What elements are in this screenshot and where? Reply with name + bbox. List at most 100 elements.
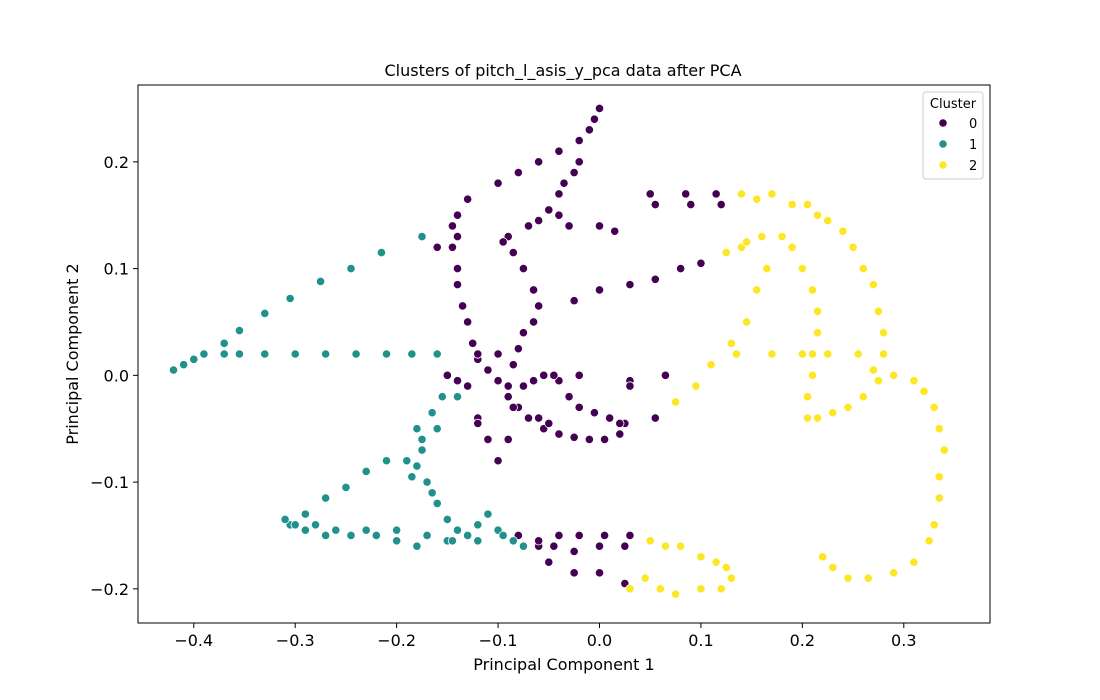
data-point	[447, 536, 458, 546]
data-point	[463, 381, 473, 391]
data-point	[554, 210, 564, 220]
data-point	[777, 231, 787, 242]
data-point	[351, 349, 361, 359]
x-axis: −0.4 −0.3 −0.2 −0.1 0.0 0.1 0.2 0.3	[174, 623, 917, 650]
x-tick-label: −0.4	[174, 631, 213, 650]
y-axis-label: Principal Component 2	[63, 263, 82, 444]
data-point	[797, 264, 807, 274]
data-point	[574, 530, 584, 541]
data-point	[361, 466, 371, 477]
plot-area	[137, 84, 991, 624]
data-point	[706, 360, 716, 370]
data-point	[534, 536, 544, 546]
data-point	[518, 264, 529, 274]
legend-label: 0	[969, 117, 977, 132]
data-point	[752, 194, 762, 204]
data-point	[843, 402, 853, 412]
data-point	[412, 461, 422, 471]
data-point	[412, 541, 422, 551]
data-point	[427, 408, 437, 418]
data-point	[310, 520, 321, 530]
x-tick-label: 0.2	[790, 631, 815, 650]
legend-marker	[938, 160, 948, 170]
series-2	[625, 189, 949, 599]
data-point	[802, 413, 813, 423]
data-point	[828, 562, 838, 573]
data-point	[807, 349, 818, 359]
data-point	[564, 221, 574, 231]
data-point	[645, 536, 655, 546]
y-tick-label: 0.0	[104, 366, 129, 385]
data-point	[381, 456, 392, 466]
data-point	[554, 530, 564, 541]
data-point	[574, 157, 584, 167]
data-point	[331, 525, 341, 535]
data-point	[346, 264, 356, 274]
legend-label: 2	[969, 159, 977, 174]
data-point	[199, 349, 209, 359]
data-point	[280, 514, 290, 525]
data-point	[463, 530, 473, 541]
data-point	[452, 264, 463, 274]
data-point	[873, 376, 884, 386]
legend-label: 1	[969, 138, 977, 153]
data-point	[939, 445, 949, 455]
data-point	[412, 424, 422, 434]
x-tick-label: 0.3	[891, 631, 916, 650]
data-point	[787, 199, 797, 210]
data-point	[528, 317, 539, 327]
data-point	[797, 349, 807, 359]
data-point	[660, 370, 671, 380]
data-point	[752, 285, 762, 295]
data-point	[721, 562, 731, 573]
data-point	[605, 413, 615, 423]
data-point	[762, 264, 772, 274]
data-point	[909, 376, 919, 386]
data-point	[503, 381, 513, 391]
data-point	[376, 247, 387, 258]
data-point	[402, 456, 412, 466]
legend-box	[922, 91, 984, 180]
data-point	[868, 280, 878, 290]
data-point	[757, 231, 767, 242]
data-point	[234, 349, 245, 359]
data-point	[620, 541, 630, 551]
x-tick-label: 0.0	[587, 631, 612, 650]
legend-entries: 0 1 2	[938, 117, 977, 174]
data-point	[594, 285, 605, 295]
data-point	[711, 189, 721, 199]
data-point	[807, 285, 818, 295]
data-point	[929, 402, 939, 412]
data-point	[534, 215, 544, 226]
data-point	[716, 584, 726, 594]
data-point	[731, 349, 742, 359]
data-point	[554, 146, 564, 156]
data-point	[534, 301, 544, 311]
data-point	[650, 274, 660, 284]
data-point	[559, 178, 569, 188]
data-point	[594, 541, 605, 551]
data-point	[452, 210, 463, 220]
data-point	[473, 349, 483, 359]
data-point	[392, 536, 402, 546]
x-tick-label: −0.2	[377, 631, 416, 650]
data-point	[625, 530, 635, 541]
data-point	[934, 493, 944, 503]
data-point	[503, 392, 513, 402]
data-point	[812, 413, 823, 423]
data-point	[767, 349, 777, 359]
data-point	[589, 114, 600, 124]
data-point	[878, 328, 889, 338]
data-point	[508, 402, 518, 412]
data-point	[432, 498, 442, 509]
data-point	[483, 509, 493, 519]
data-point	[919, 386, 929, 396]
data-point	[417, 445, 427, 455]
x-tick-label: −0.3	[276, 631, 315, 650]
chart-title: Clusters of pitch_l_asis_y_pca data afte…	[384, 61, 741, 81]
data-point	[168, 365, 179, 375]
data-point	[726, 338, 736, 348]
x-tick-label: 0.1	[688, 631, 713, 650]
data-point	[584, 125, 594, 135]
data-point	[863, 573, 873, 583]
